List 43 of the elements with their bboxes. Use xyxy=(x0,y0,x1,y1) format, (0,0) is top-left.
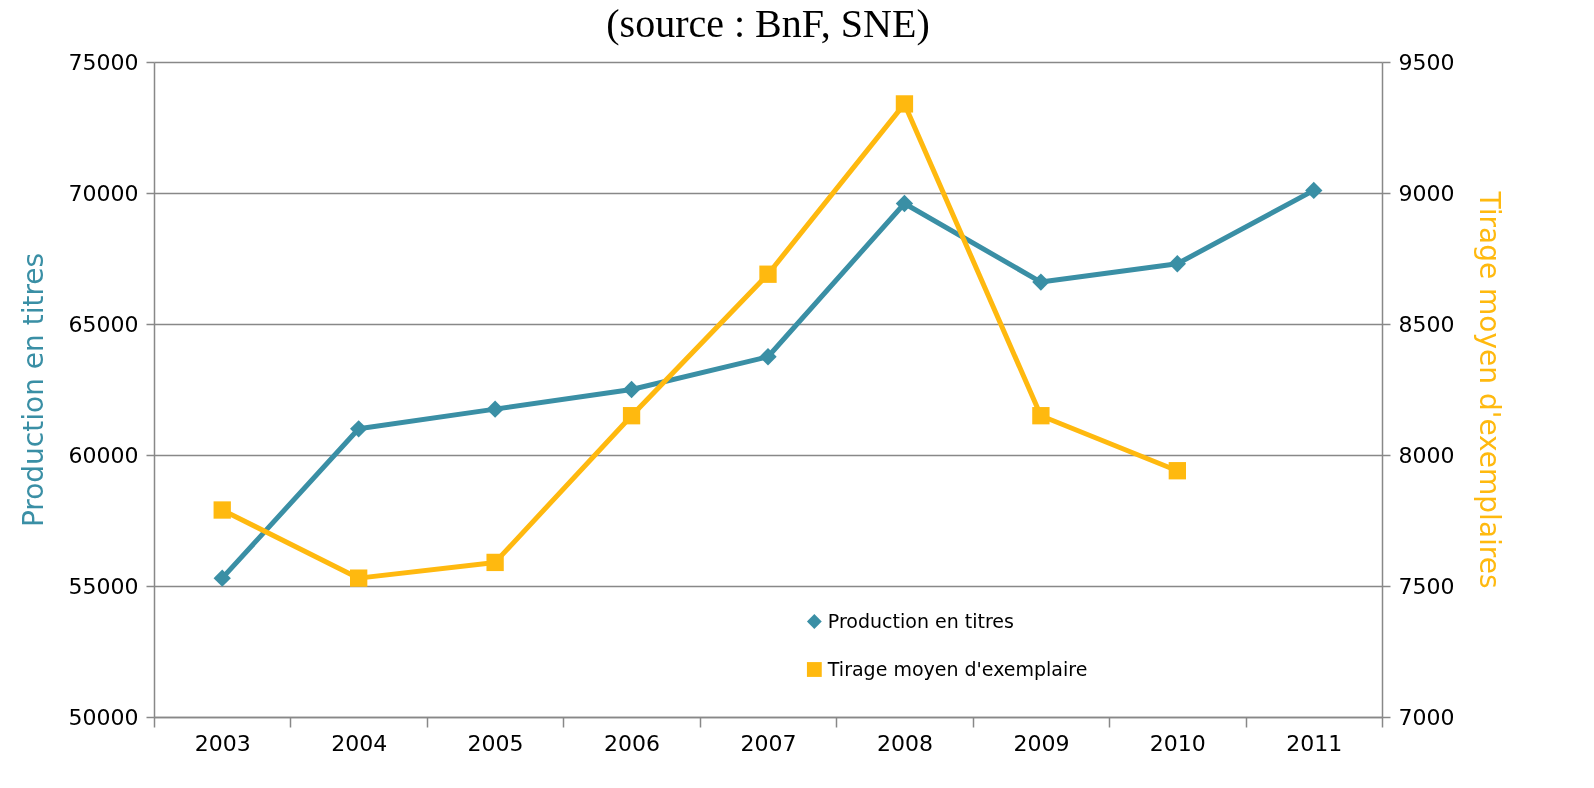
x-tick-label: 2004 xyxy=(331,730,388,756)
x-tick-label: 2005 xyxy=(467,730,524,756)
x-tick-label: 2007 xyxy=(740,730,797,756)
point xyxy=(350,420,368,438)
legend-label: Production en titres xyxy=(827,609,1014,632)
x-tick-label: 2003 xyxy=(194,730,251,756)
point xyxy=(622,407,641,425)
y-tick-label: 60000 xyxy=(68,442,139,468)
y2-axis-title: Tirage moyen d'exemplaires xyxy=(1473,190,1507,589)
y2-tick-label: 8000 xyxy=(1398,442,1455,468)
point xyxy=(350,569,368,587)
x-tick-label: 2011 xyxy=(1286,730,1343,756)
y-tick-label: 50000 xyxy=(68,704,139,730)
point xyxy=(486,400,504,418)
point xyxy=(1168,462,1186,480)
point xyxy=(213,501,231,519)
y-tick-label: 55000 xyxy=(68,573,139,599)
y2-tick-label: 7500 xyxy=(1398,573,1455,599)
point xyxy=(1032,273,1050,291)
point xyxy=(486,553,504,572)
point xyxy=(1032,407,1050,425)
x-tick-label: 2009 xyxy=(1013,730,1070,756)
x-tick-label: 2008 xyxy=(876,730,933,756)
y-axis-title: Production en titres xyxy=(16,252,50,528)
point xyxy=(895,95,914,113)
x-tick-label: 2006 xyxy=(604,730,661,756)
y2-tick-label: 9000 xyxy=(1398,180,1455,206)
point xyxy=(895,194,914,213)
y-tick-label: 75000 xyxy=(68,49,139,75)
point xyxy=(622,380,641,399)
point xyxy=(759,265,777,283)
y-tick-label: 70000 xyxy=(68,180,139,206)
x-tick-label: 2010 xyxy=(1149,730,1206,756)
legend-label: Tirage moyen d'exemplaire xyxy=(826,657,1088,680)
y2-tick-label: 9500 xyxy=(1398,49,1455,75)
y-tick-label: 65000 xyxy=(68,311,139,337)
y2-tick-label: 8500 xyxy=(1398,311,1455,337)
chart-title: (source : BnF, SNE) xyxy=(606,1,930,46)
y2-tick-label: 7000 xyxy=(1398,704,1455,730)
point xyxy=(1168,255,1186,273)
point xyxy=(213,569,231,587)
point xyxy=(1305,181,1323,200)
point xyxy=(759,348,777,366)
